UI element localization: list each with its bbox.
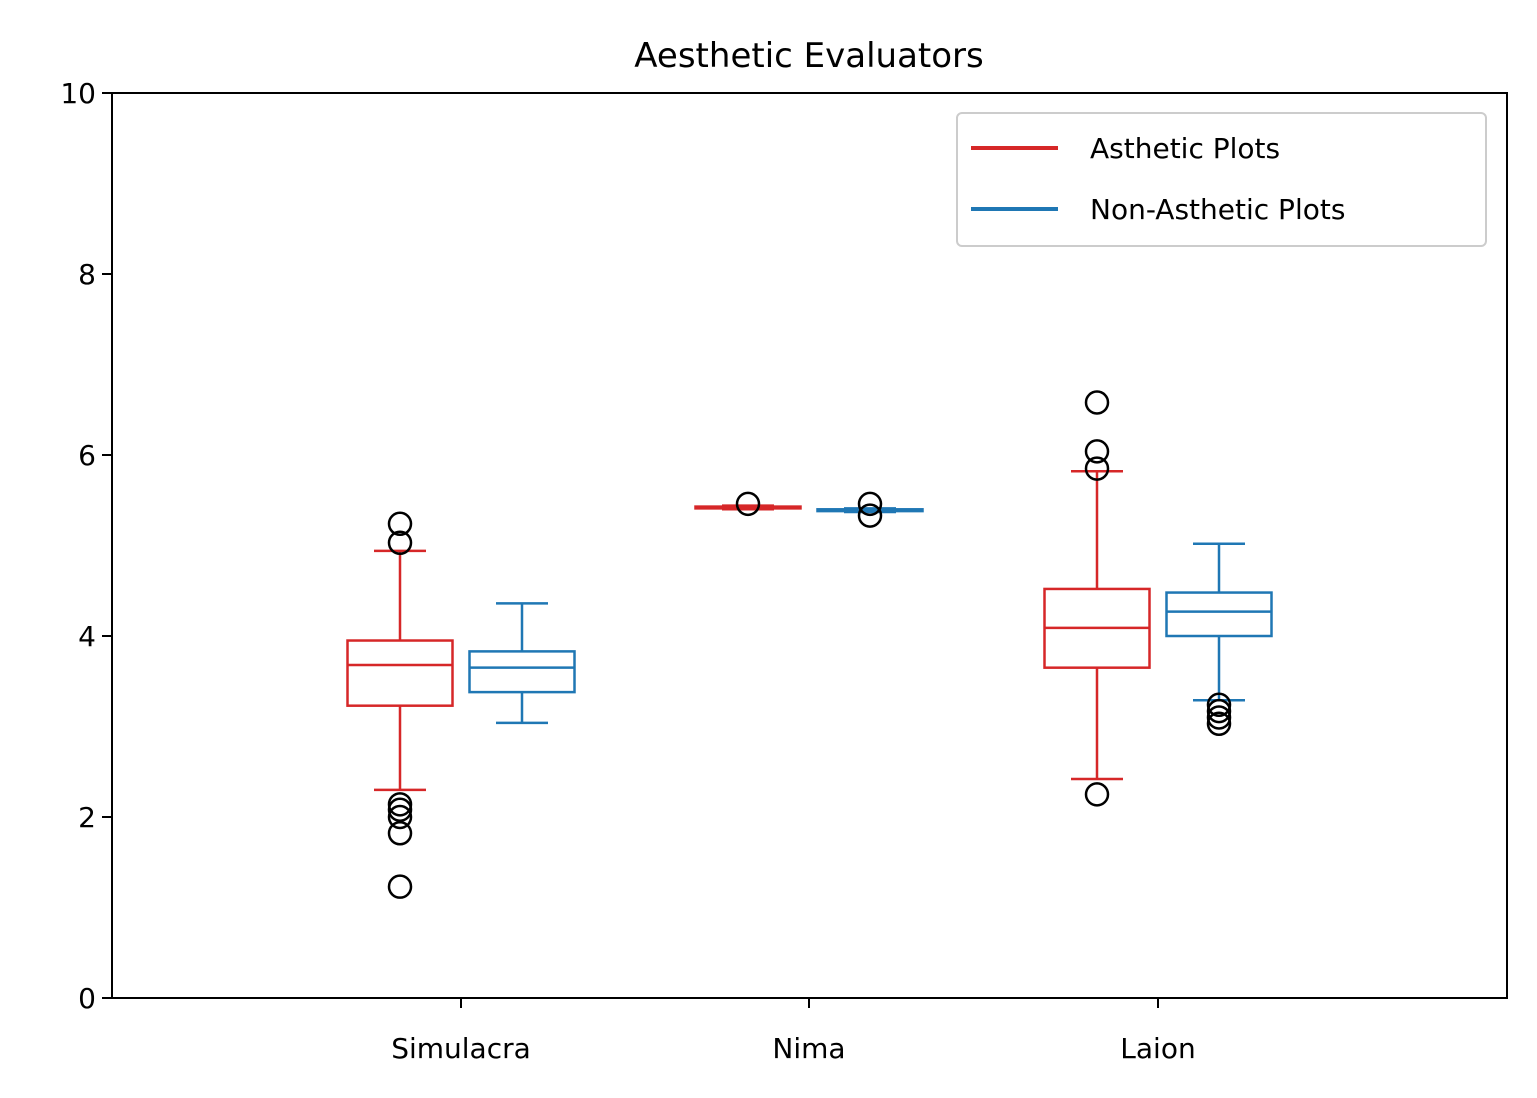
outlier-point [1206, 711, 1232, 737]
outlier-point [387, 792, 413, 817]
legend-box [956, 112, 1487, 247]
outlier-point [387, 804, 413, 830]
outlier-point [387, 874, 413, 899]
box [468, 650, 576, 694]
outlier-point [1206, 698, 1232, 724]
x-tick-label: Laion [1120, 1032, 1195, 1065]
outlier-point [857, 491, 883, 517]
plot-frame [111, 92, 1508, 999]
box-group [346, 511, 454, 899]
outlier-point [857, 503, 883, 528]
outlier-point [1084, 439, 1110, 464]
box-group [468, 602, 576, 725]
y-tick-label: 4 [78, 620, 96, 653]
chart-title: Aesthetic Evaluators [634, 36, 983, 76]
y-tick-label: 8 [78, 258, 96, 291]
legend-label: Non-Asthetic Plots [1090, 193, 1345, 226]
outlier-point [1206, 692, 1232, 718]
y-tick-label: 2 [78, 801, 96, 834]
outlier-point [387, 797, 413, 823]
box [346, 639, 454, 707]
box-group [1043, 390, 1151, 807]
y-tick-label: 10 [60, 77, 96, 110]
y-tick-label: 6 [78, 439, 96, 472]
outlier-point [387, 511, 413, 537]
outlier-point [1084, 782, 1110, 807]
box-group [694, 491, 802, 517]
plot-area: 0 2 4 6 8 10 Simulacra Nima Laion [60, 77, 1273, 1065]
outlier-point [735, 491, 761, 517]
outlier-point [387, 530, 413, 556]
outlier-point [1084, 390, 1110, 415]
x-tick-label: Simulacra [391, 1032, 531, 1065]
outlier-point [1084, 456, 1110, 481]
legend: Asthetic Plots Non-Asthetic Plots [956, 112, 1487, 247]
box [1165, 591, 1273, 638]
outlier-point [387, 821, 413, 846]
x-tick-label: Nima [772, 1032, 845, 1065]
outlier-point [1206, 705, 1232, 730]
box-group [1165, 542, 1273, 737]
box-group [816, 491, 924, 528]
legend-label: Asthetic Plots [1090, 132, 1280, 165]
y-tick-label: 0 [78, 982, 96, 1015]
